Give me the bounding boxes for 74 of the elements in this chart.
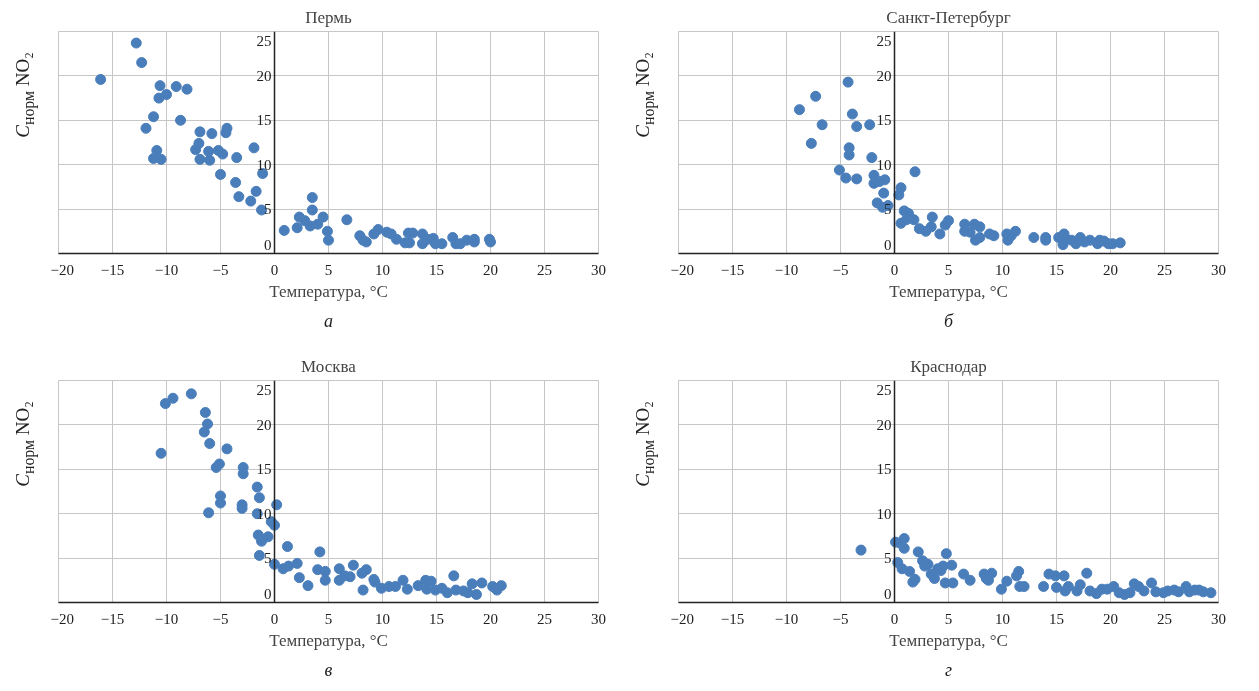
y-tick-label: 0 xyxy=(264,585,272,602)
y-tick-label: 5 xyxy=(884,550,892,567)
y-tick-label: 10 xyxy=(876,156,892,173)
x-tick-label: 20 xyxy=(483,610,498,627)
x-tick-label: 10 xyxy=(375,610,390,627)
chart-title: Краснодар xyxy=(910,356,987,376)
x-axis-title: Температура, °C xyxy=(269,281,388,301)
y-tick-label: 25 xyxy=(256,32,272,49)
y-tick-label: 5 xyxy=(264,201,272,218)
x-tick-label: −5 xyxy=(212,261,229,278)
x-tick-label: −15 xyxy=(720,610,745,627)
text: б xyxy=(943,310,954,331)
x-tick-label: 5 xyxy=(324,610,333,627)
x-tick-label: −10 xyxy=(154,261,179,278)
x-tick-label: 20 xyxy=(1103,610,1118,627)
x-tick-label: 30 xyxy=(1211,261,1226,278)
x-tick-label: 20 xyxy=(483,261,498,278)
x-tick-label: −20 xyxy=(670,610,694,627)
x-tick-label: 5 xyxy=(324,261,333,278)
x-tick-label: −5 xyxy=(832,610,849,627)
x-tick-label: 15 xyxy=(1049,261,1064,278)
x-tick-label: 15 xyxy=(1049,610,1064,627)
x-tick-label: 5 xyxy=(944,610,953,627)
y-tick-label: 0 xyxy=(884,236,892,253)
y-tick-label: 5 xyxy=(264,550,272,567)
x-tick-label: 25 xyxy=(1157,261,1172,278)
y-tick-label: 25 xyxy=(256,381,272,398)
x-tick-label: −15 xyxy=(100,261,125,278)
x-axis-title: Температура, °C xyxy=(269,630,388,650)
x-tick-label: 25 xyxy=(537,610,552,627)
x-tick-label: 15 xyxy=(429,261,444,278)
x-tick-label: −15 xyxy=(720,261,745,278)
text: г xyxy=(944,659,953,680)
x-tick-label: −15 xyxy=(100,610,125,627)
x-tick-label: −20 xyxy=(670,261,694,278)
x-tick-label: −20 xyxy=(50,610,74,627)
chart-title: Санкт-Петербург xyxy=(886,7,1011,27)
x-tick-label: 30 xyxy=(591,610,606,627)
y-tick-label: 20 xyxy=(256,67,272,84)
y-tick-label: 0 xyxy=(884,585,892,602)
y-tick-label: 20 xyxy=(876,416,892,433)
x-tick-label: 15 xyxy=(429,610,444,627)
x-tick-label: −20 xyxy=(50,261,74,278)
y-tick-label: 20 xyxy=(876,67,892,84)
y-tick-label: 15 xyxy=(256,461,272,478)
x-axis-title: Температура, °C xyxy=(889,281,1008,301)
x-axis-title: Температура, °C xyxy=(889,630,1008,650)
y-tick-label: 15 xyxy=(876,461,892,478)
x-tick-label: −10 xyxy=(154,610,179,627)
y-tick-label: 20 xyxy=(256,416,272,433)
y-tick-label: 25 xyxy=(876,32,892,49)
chart-title: Пермь xyxy=(305,7,353,27)
x-tick-label: −5 xyxy=(212,610,229,627)
y-tick-label: 15 xyxy=(876,112,892,129)
text: в xyxy=(324,659,333,680)
y-tick-label: 0 xyxy=(264,236,272,253)
x-tick-label: 25 xyxy=(1157,610,1172,627)
x-tick-label: 10 xyxy=(375,261,390,278)
x-tick-label: 30 xyxy=(591,261,606,278)
x-tick-label: −10 xyxy=(774,610,799,627)
y-tick-label: 25 xyxy=(876,381,892,398)
x-tick-label: 20 xyxy=(1103,261,1118,278)
x-tick-label: 25 xyxy=(537,261,552,278)
x-tick-label: 10 xyxy=(995,610,1010,627)
y-tick-label: 10 xyxy=(876,505,892,522)
x-tick-label: −5 xyxy=(832,261,849,278)
x-tick-label: −10 xyxy=(774,261,799,278)
chart-title: Москва xyxy=(301,356,357,376)
x-tick-label: 5 xyxy=(944,261,953,278)
text: а xyxy=(324,310,333,331)
y-tick-label: 10 xyxy=(256,156,272,173)
x-tick-label: 10 xyxy=(995,261,1010,278)
x-tick-label: 30 xyxy=(1211,610,1226,627)
y-tick-label: 15 xyxy=(256,112,272,129)
